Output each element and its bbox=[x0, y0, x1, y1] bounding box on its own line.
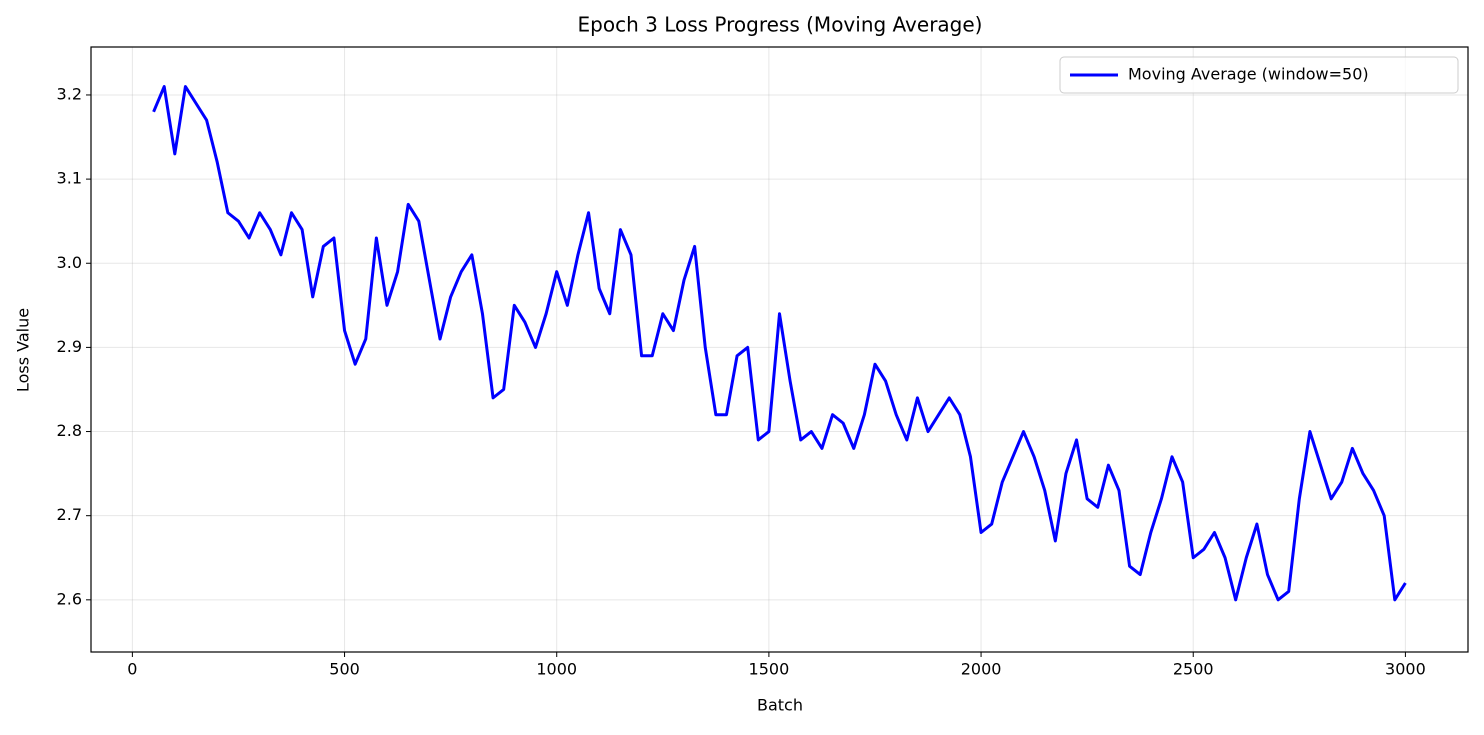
x-tick-label: 1000 bbox=[536, 660, 577, 679]
x-tick-label: 3000 bbox=[1385, 660, 1426, 679]
x-tick-label: 2000 bbox=[961, 660, 1002, 679]
chart-title: Epoch 3 Loss Progress (Moving Average) bbox=[578, 13, 983, 37]
plot-frame bbox=[90, 46, 1469, 653]
legend-label: Moving Average (window=50) bbox=[1128, 65, 1369, 84]
data-line bbox=[152, 85, 1407, 602]
y-tick-label: 3.0 bbox=[57, 253, 82, 272]
x-tick-label: 2500 bbox=[1173, 660, 1214, 679]
y-tick-label: 2.7 bbox=[57, 505, 82, 524]
y-tick-label: 3.2 bbox=[57, 84, 82, 103]
y-axis-label: Loss Value bbox=[14, 308, 33, 392]
x-tick-label: 0 bbox=[127, 660, 137, 679]
y-tick-label: 2.9 bbox=[57, 337, 82, 356]
y-tick-label: 3.1 bbox=[57, 169, 82, 188]
y-tick-label: 2.8 bbox=[57, 421, 82, 440]
legend-box bbox=[1059, 56, 1459, 94]
x-tick-label: 500 bbox=[329, 660, 360, 679]
x-tick-label: 1500 bbox=[749, 660, 790, 679]
y-tick-label: 2.6 bbox=[57, 589, 82, 608]
x-axis-label: Batch bbox=[757, 696, 803, 715]
